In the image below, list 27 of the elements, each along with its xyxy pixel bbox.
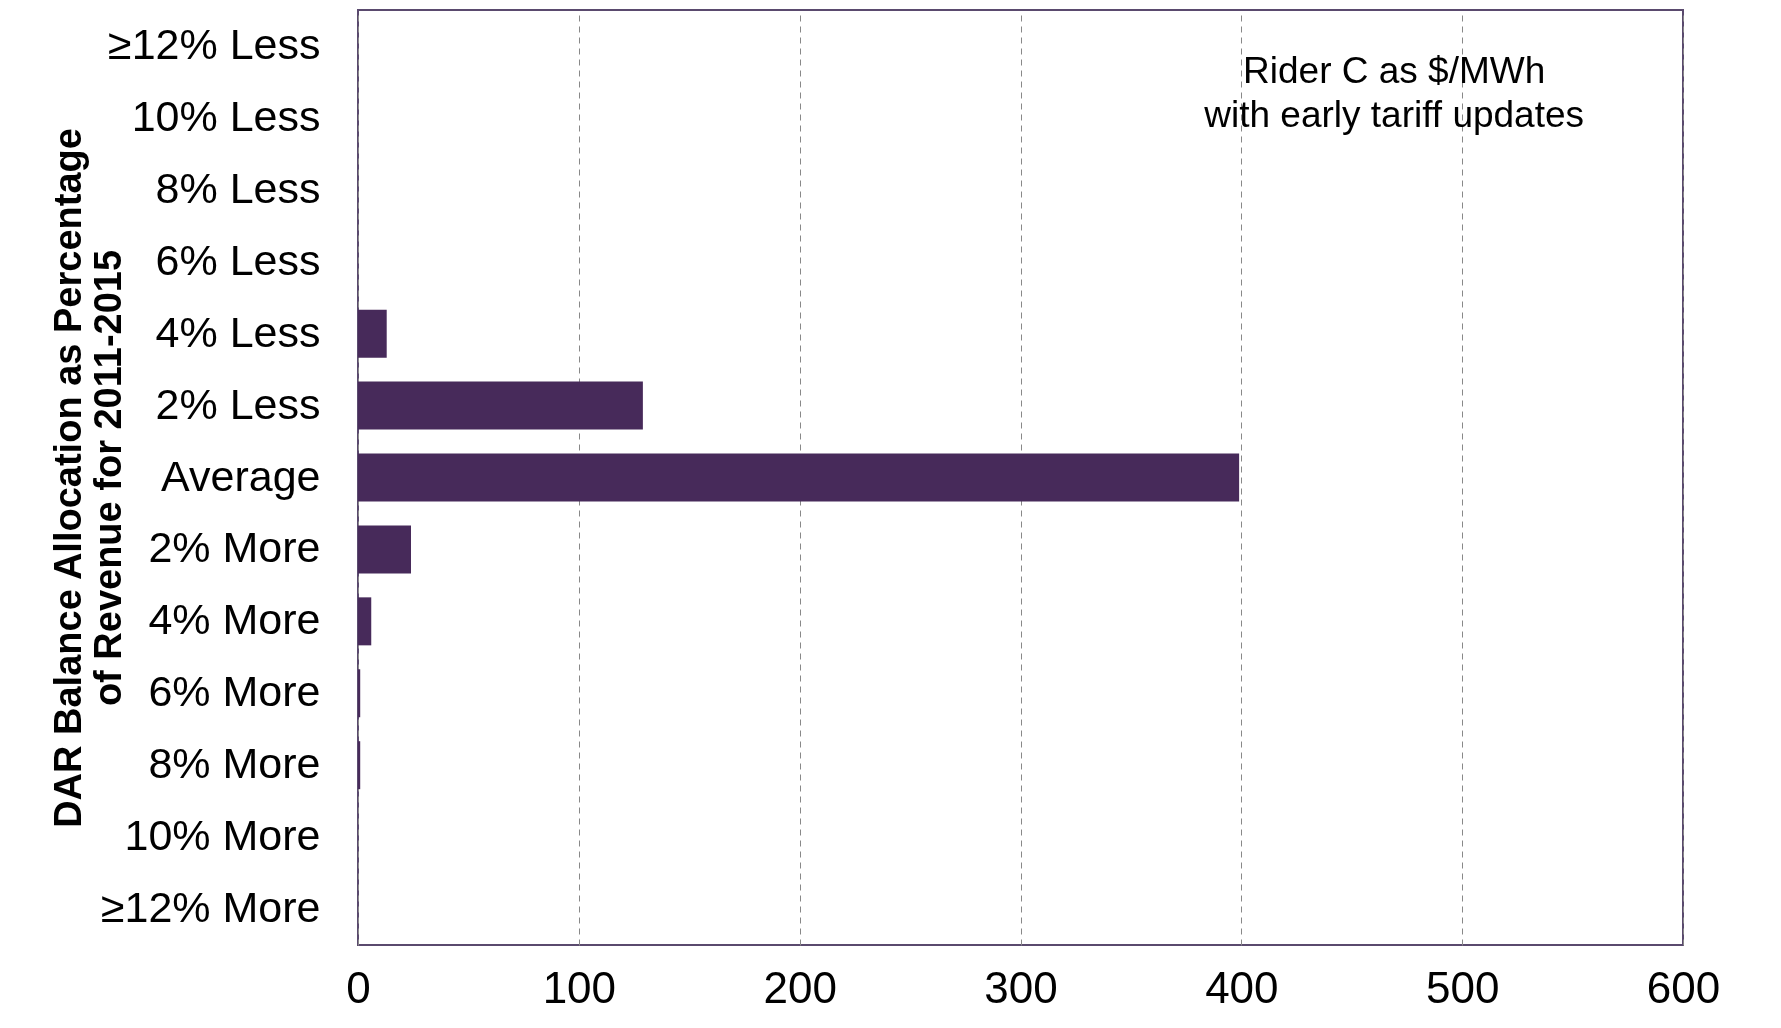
y-tick-label: 8% More: [148, 739, 321, 788]
bar: [358, 741, 361, 790]
x-tick-label: 200: [763, 962, 837, 1012]
x-tick-label: 100: [542, 962, 617, 1012]
y-tick-label: 4% More: [148, 595, 321, 644]
x-tick-label: 300: [984, 962, 1058, 1012]
y-tick-label: ≥12% Less: [108, 19, 321, 68]
bar: [358, 525, 411, 574]
y-tick-label: ≥12% More: [100, 883, 321, 932]
bar: [358, 381, 643, 430]
x-tick-label: 600: [1646, 962, 1721, 1012]
x-tick-label: 400: [1205, 962, 1279, 1012]
y-tick-label: 4% Less: [155, 307, 321, 356]
y-tick-label: 6% Less: [155, 235, 321, 284]
x-tick-label: 0: [346, 962, 371, 1012]
bar: [358, 669, 361, 718]
bar: [358, 309, 387, 358]
y-tick-label: 2% Less: [155, 379, 321, 428]
y-tick-label: 8% Less: [155, 163, 321, 212]
y-tick-label: 6% More: [148, 667, 321, 716]
bar: [358, 597, 372, 646]
annotation: Rider C as $/MWh with early tariff updates: [1203, 50, 1585, 135]
y-tick-label: 10% Less: [131, 91, 321, 140]
y-tick-label: 2% More: [148, 523, 321, 572]
y-tick-label: Average: [161, 451, 321, 500]
bar: [358, 453, 1240, 502]
x-tick-label: 500: [1425, 962, 1500, 1012]
